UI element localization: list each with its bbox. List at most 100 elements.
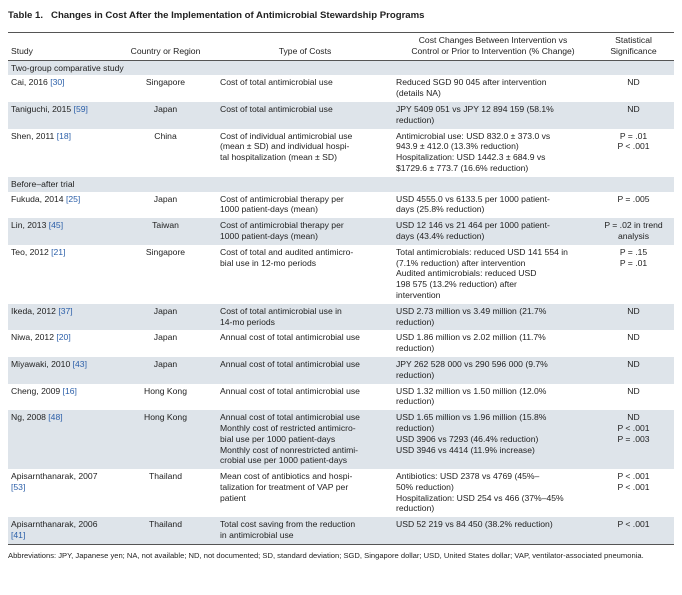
change-cell: USD 52 219 vs 84 450 (38.2% reduction)	[393, 517, 593, 545]
study-name: Miyawaki, 2010	[11, 358, 71, 369]
cell-line: JPY 5409 051 vs JPY 12 894 159 (58.1%	[396, 103, 554, 114]
type-cell: Cost of total antimicrobial use	[217, 101, 393, 129]
cell-line: P = .02 in trend	[604, 220, 663, 231]
country-cell: Japan	[114, 101, 217, 129]
section-row: Two-group comparative study	[8, 60, 674, 76]
cell-line: 198 575 (13.2% reduction) after	[396, 279, 517, 290]
cell-line: intervention	[396, 289, 441, 300]
study-cell: Cai, 2016 [30]	[8, 75, 114, 102]
significance-cell: P < .001 P < .001	[593, 469, 674, 517]
header-cell: Country or Region	[114, 32, 217, 61]
study-ref: [20]	[56, 332, 71, 343]
cell-line: Audited antimicrobials: reduced USD	[396, 268, 537, 279]
table-row: Taniguchi, 2015 [59] Japan Cost of total a…	[8, 101, 674, 129]
change-cell: Total antimicrobials: reduced USD 141 55…	[393, 245, 593, 304]
study-cell: Taniguchi, 2015 [59]	[8, 101, 114, 129]
study-name: Ng, 2008	[11, 412, 46, 423]
header-cell: Cost Changes Between Intervention vs Cont…	[393, 32, 593, 61]
cell-line: Annual cost of total antimicrobial use	[220, 332, 360, 343]
cell-line: 14-mo periods	[220, 316, 275, 327]
cell-line: Annual cost of total antimicrobial use	[220, 412, 360, 423]
cell-line: Cost of total antimicrobial use	[220, 103, 333, 114]
significance-cell: ND	[593, 303, 674, 331]
study-cell: Shen, 2011 [18]	[8, 129, 114, 177]
section-title: Before–after trial	[8, 176, 674, 192]
country-cell: Thailand	[114, 517, 217, 545]
study-cell: Ikeda, 2012 [37]	[8, 303, 114, 331]
significance-cell: ND	[593, 101, 674, 129]
cell-line: Control or Prior to Intervention (% Chan…	[411, 45, 575, 56]
change-cell: Reduced SGD 90 045 after intervention (de…	[393, 75, 593, 102]
table-row: Cai, 2016 [30] Singapore Cost of total ant…	[8, 75, 674, 102]
cell-line: USD 1.32 million vs 1.50 million (12.0%	[396, 385, 547, 396]
cell-line: USD 2.73 million vs 3.49 million (21.7%	[396, 305, 547, 316]
table-row: Ng, 2008 [48] Hong Kong Annual cost of tot…	[8, 410, 674, 470]
country-cell: Singapore	[145, 246, 186, 257]
significance-cell: ND P < .001 P = .003	[593, 410, 674, 470]
table-body: Two-group comparative study Cai, 2016 [30…	[8, 60, 674, 545]
significance-cell: ND	[593, 75, 674, 102]
change-cell: Antibiotics: USD 2378 vs 4769 (45%– 50% r…	[393, 469, 593, 517]
cell-line: P = .01	[619, 130, 648, 141]
cell-line: ND	[627, 358, 640, 369]
change-cell: USD 1.32 million vs 1.50 million (12.0% r…	[393, 384, 593, 411]
study-ref: [25]	[65, 193, 81, 204]
study-name: Cheng, 2009	[11, 385, 61, 396]
cell-line: Cost of total and audited antimicro-	[220, 246, 354, 257]
study-cell: Ng, 2008 [48]	[8, 410, 114, 470]
table-row: Lin, 2013 [45] Taiwan Cost of antimicrobia…	[8, 218, 674, 245]
type-cell: Cost of antimicrobial therapy per 1000 pa…	[217, 192, 393, 219]
study-ref: [21]	[51, 246, 66, 257]
cell-line: 50% reduction)	[396, 481, 454, 492]
country-cell: Hong Kong	[114, 410, 217, 470]
type-cell: Annual cost of total antimicrobial use	[217, 330, 393, 357]
table-title: Table 1. Changes in Cost After the Implem…	[8, 8, 674, 24]
country-cell: Japan	[153, 332, 178, 343]
cell-line: Monthly cost of nonrestricted antimi-	[220, 444, 359, 455]
cell-line: days (43.4% reduction)	[396, 230, 485, 241]
cell-line: analysis	[617, 230, 650, 241]
country-cell: Japan	[114, 356, 217, 384]
study-cell: Teo, 2012 [21]	[8, 245, 114, 304]
cell-line: Total antimicrobials: reduced USD 141 55…	[396, 246, 568, 257]
cell-line: Hospitalization: USD 254 vs 466 (37%–45%	[396, 492, 564, 503]
table-row: Cheng, 2009 [16] Hong Kong Annual cost of …	[8, 384, 674, 411]
section-title: Two-group comparative study	[8, 60, 674, 76]
study-name: Teo, 2012	[11, 246, 49, 257]
cell-line: reduction)	[396, 369, 435, 380]
cell-line: Total cost saving from the reduction	[220, 519, 356, 530]
header-row: Study Country or Region Type of Costs Co…	[8, 32, 674, 61]
table-row: Miyawaki, 2010 [43] Japan Annual cost of t…	[8, 356, 674, 384]
study-cell: Apisarnthanarak, 2007 [53]	[8, 469, 114, 517]
cell-line: Hospitalization: USD 1442.3 ± 684.9 vs	[396, 152, 546, 163]
change-cell: USD 1.86 million vs 2.02 million (11.7% r…	[393, 330, 593, 357]
change-cell: USD 12 146 vs 21 464 per 1000 patient-da…	[393, 218, 593, 245]
country-cell: Thailand	[149, 471, 182, 482]
table-label: Table 1.	[8, 10, 44, 21]
document: Table 1. Changes in Cost After the Implem…	[8, 8, 674, 560]
significance-cell: ND	[593, 330, 674, 357]
table-row: Teo, 2012 [21] Singapore Cost of total and…	[8, 245, 674, 304]
study-name: Lin, 2013	[11, 220, 47, 231]
change-cell: Antimicrobial use: USD 832.0 ± 373.0 vs 9…	[393, 129, 593, 177]
change-cell: USD 4555.0 vs 6133.5 per 1000 patient-da…	[393, 192, 593, 219]
cell-line: reduction)	[396, 422, 435, 433]
change-cell: JPY 5409 051 vs JPY 12 894 159 (58.1% red…	[393, 101, 593, 129]
cell-line: talization for treatment of VAP per	[220, 481, 349, 492]
cell-line: USD 1.65 million vs 1.96 million (15.8%	[396, 412, 547, 423]
cell-line: crobial use per 1000 patient-days	[220, 455, 348, 466]
type-cell: Cost of total and audited antimicro-bial…	[217, 245, 393, 304]
cell-line: P = .003	[617, 433, 650, 444]
cell-line: Cost Changes Between Intervention vs	[418, 35, 568, 45]
study-ref: [48]	[48, 412, 63, 423]
cell-line: tal hospitalization (mean ± SD)	[220, 152, 337, 163]
significance-cell: P < .001	[593, 517, 674, 545]
study-ref: [45]	[48, 220, 64, 231]
significance-cell: ND	[593, 356, 674, 384]
study-name: Cai, 2016	[11, 77, 48, 88]
cell-line: Monthly cost of restricted antimicro-	[220, 422, 356, 433]
significance-cell: P = .005	[593, 192, 674, 219]
cell-line: P < .001	[617, 471, 650, 482]
change-cell: USD 1.65 million vs 1.96 million (15.8% r…	[393, 410, 593, 470]
